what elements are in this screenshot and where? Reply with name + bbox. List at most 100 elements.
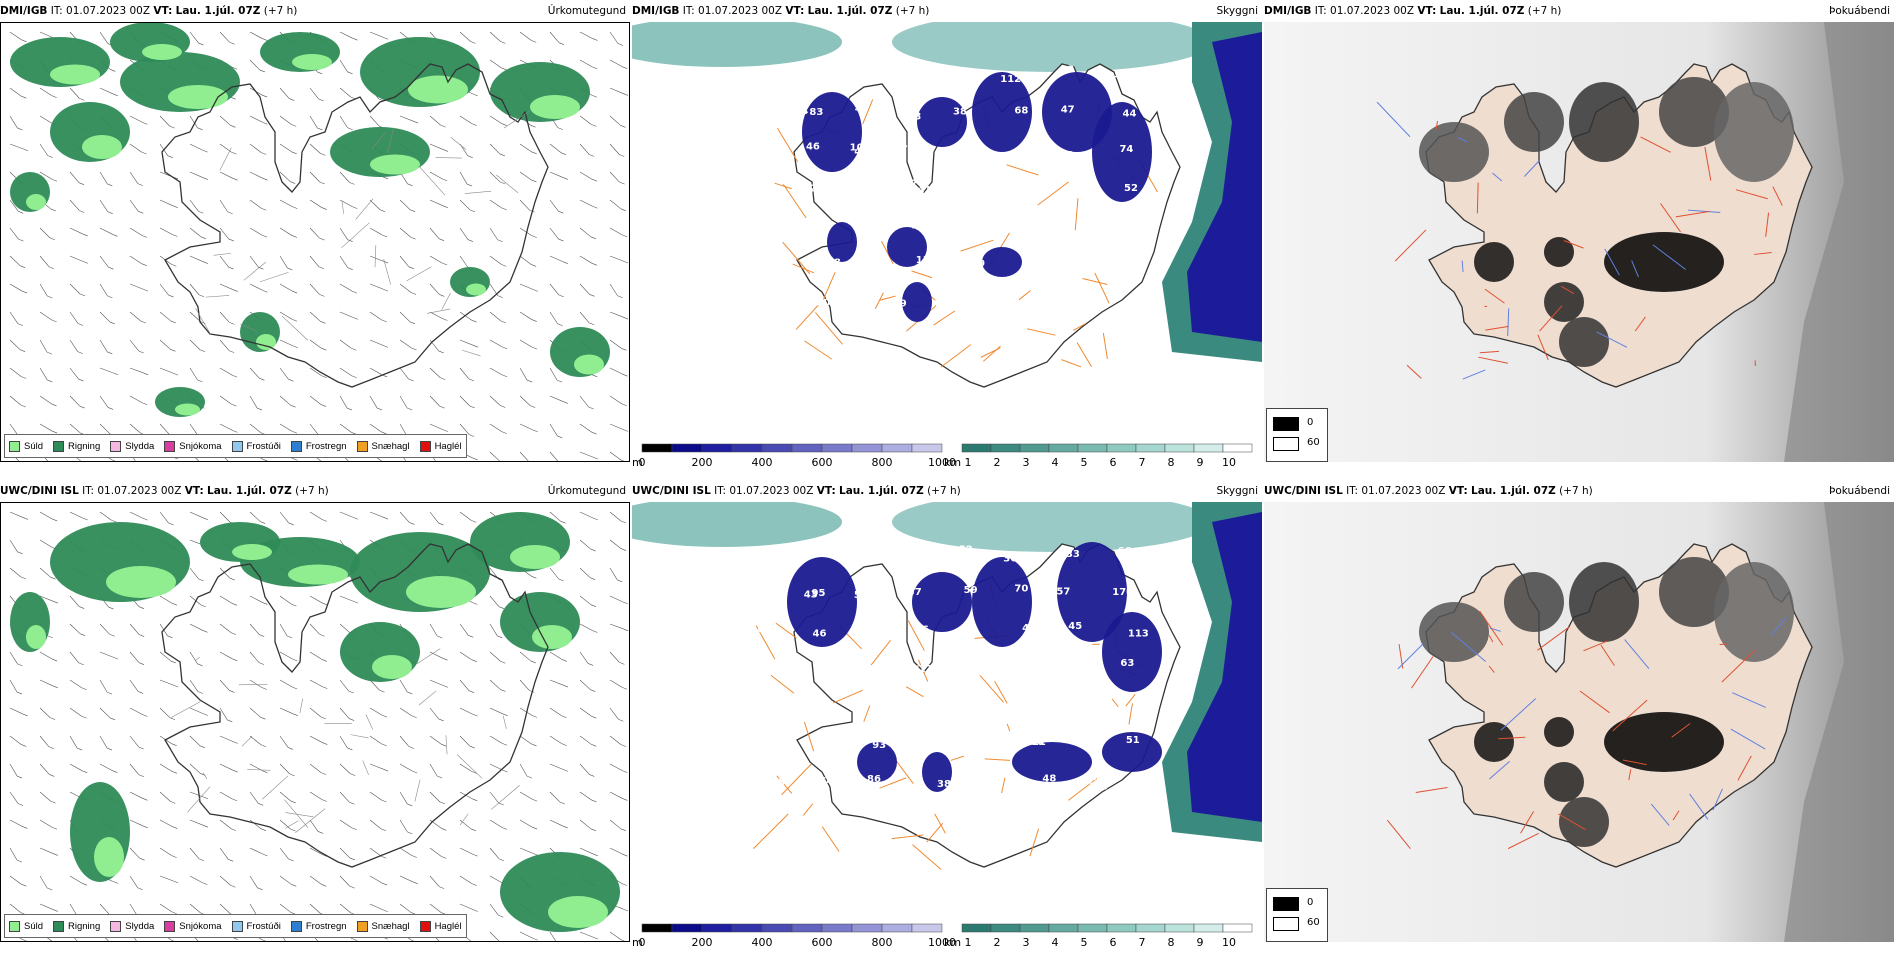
visibility-bar-segment bbox=[1165, 444, 1194, 452]
drizzle-area bbox=[175, 404, 200, 416]
fog-index-area bbox=[1544, 762, 1584, 802]
ceiling-value-label: 61 bbox=[1129, 293, 1143, 304]
visibility-bar-segment bbox=[1107, 924, 1136, 932]
ceiling-value-label: 58 bbox=[1132, 224, 1146, 235]
it-value: 01.07.2023 00Z bbox=[698, 5, 782, 17]
fog-index-area bbox=[1419, 602, 1489, 662]
ceiling-bar-segment bbox=[882, 444, 912, 452]
precip-map[interactable] bbox=[0, 502, 630, 942]
legend-swatch bbox=[420, 921, 431, 932]
visibility-bar-tick: 6 bbox=[1110, 456, 1117, 469]
visibility-bar-tick: 7 bbox=[1139, 456, 1146, 469]
ceiling-value-label: 47 bbox=[757, 625, 771, 636]
ceiling-value-label: 83 bbox=[809, 107, 823, 118]
legend-label: Súld bbox=[24, 441, 43, 452]
visibility-bar-tick: 4 bbox=[1052, 936, 1059, 949]
vt-value: Lau. 1.júl. 07Z bbox=[808, 5, 893, 17]
ceiling-value-label: 33 bbox=[1066, 549, 1080, 560]
it-value: 01.07.2023 00Z bbox=[729, 485, 813, 497]
visibility-bar-segment bbox=[1020, 924, 1049, 932]
ceiling-value-label: 53 bbox=[1080, 219, 1094, 230]
ceiling-bar-segment bbox=[702, 444, 732, 452]
lead-time: (+7 h) bbox=[896, 5, 930, 17]
ceiling-value-label: 73 bbox=[768, 741, 782, 752]
ceiling-value-label: 90 bbox=[1134, 696, 1148, 707]
ceiling-bar-tick: 600 bbox=[812, 936, 833, 949]
fog-map[interactable] bbox=[1264, 22, 1894, 462]
ceiling-value-label: 122 bbox=[1025, 737, 1046, 748]
fog-index-area bbox=[1559, 797, 1609, 847]
precip-legend-item: Haglél bbox=[420, 441, 462, 452]
ceiling-value-label: 100 bbox=[938, 294, 959, 305]
ceiling-value-label: 47 bbox=[757, 183, 771, 194]
drizzle-area bbox=[288, 565, 348, 585]
legend-label: Frostúði bbox=[247, 441, 281, 452]
ceiling-value-label: 97 bbox=[1088, 744, 1102, 755]
vt-label: VT: bbox=[1449, 485, 1468, 497]
drizzle-area bbox=[370, 155, 420, 175]
visibility-bar-segment bbox=[1107, 444, 1136, 452]
ceiling-value-label: 71 bbox=[974, 659, 988, 670]
ceiling-bar-tick: 0 bbox=[639, 936, 646, 949]
precip-legend-item: Snjókoma bbox=[164, 441, 221, 452]
fog-index-area bbox=[1604, 232, 1724, 292]
ceiling-bar-segment bbox=[732, 444, 762, 452]
model-name: UWC/DINI ISL bbox=[0, 485, 79, 497]
ceiling-value-label: 67 bbox=[791, 544, 805, 555]
visibility-bar-tick: 5 bbox=[1081, 936, 1088, 949]
ceiling-value-label: 44 bbox=[1123, 108, 1137, 119]
panel-header: DMI/IGB IT: 01.07.2023 00Z VT: Lau. 1.jú… bbox=[632, 0, 1262, 22]
panel-title: Úrkomutegund bbox=[548, 480, 626, 502]
fog-index-area bbox=[1419, 122, 1489, 182]
ceiling-bar-segment bbox=[912, 444, 942, 452]
visibility-bar-tick: 3 bbox=[1023, 936, 1030, 949]
legend-swatch bbox=[291, 441, 302, 452]
ceiling-value-label: 46 bbox=[763, 141, 777, 152]
ceiling-value-label: 137 bbox=[1089, 782, 1110, 793]
fog-legend-label-60: 60 bbox=[1307, 437, 1320, 448]
drizzle-area bbox=[406, 576, 476, 608]
ceiling-bar-segment bbox=[702, 924, 732, 932]
ceiling-bar-segment bbox=[672, 444, 702, 452]
model-name: DMI/IGB bbox=[0, 5, 47, 17]
ceiling-value-label: 53 bbox=[1079, 660, 1093, 671]
ceiling-value-label: 93 bbox=[869, 181, 883, 192]
it-label: IT: bbox=[1315, 5, 1327, 17]
fog-legend-swatch-60 bbox=[1273, 917, 1299, 931]
precip-map[interactable] bbox=[0, 22, 630, 462]
lead-time: (+7 h) bbox=[1528, 5, 1562, 17]
drizzle-area bbox=[256, 334, 276, 350]
drizzle-area bbox=[510, 545, 560, 569]
ceiling-value-label: 42 bbox=[903, 66, 917, 77]
visibility-bar-tick: 6 bbox=[1110, 936, 1117, 949]
it-label: IT: bbox=[714, 485, 726, 497]
vt-value: Lau. 1.júl. 07Z bbox=[839, 485, 924, 497]
ceiling-bar-segment bbox=[882, 924, 912, 932]
ceiling-value-label: 72 bbox=[1074, 302, 1088, 313]
precip-panel-row1: DMI/IGB IT: 01.07.2023 00Z VT: Lau. 1.jú… bbox=[0, 0, 630, 470]
ceiling-value-label: 93 bbox=[872, 740, 886, 751]
fog-legend: 0 60 bbox=[1266, 408, 1328, 462]
ceiling-value-label: 47 bbox=[1067, 186, 1081, 197]
ceiling-value-label: 88 bbox=[861, 698, 875, 709]
ceiling-value-label: 91 bbox=[911, 220, 925, 231]
ceiling-value-label: 96 bbox=[866, 258, 880, 269]
model-name: DMI/IGB bbox=[632, 5, 679, 17]
ceiling-value-label: 53 bbox=[766, 226, 780, 237]
low-ceiling-area bbox=[1102, 612, 1162, 692]
ceiling-value-label: 65 bbox=[787, 74, 801, 85]
it-value: 01.07.2023 00Z bbox=[97, 485, 181, 497]
model-name: UWC/DINI ISL bbox=[1264, 485, 1343, 497]
ceiling-panel-row1: DMI/IGB IT: 01.07.2023 00Z VT: Lau. 1.jú… bbox=[632, 0, 1262, 470]
ceiling-value-label: 170 bbox=[1112, 587, 1133, 598]
ceiling-value-label: 113 bbox=[1128, 629, 1149, 640]
fog-map[interactable] bbox=[1264, 502, 1894, 942]
ceiling-value-label: 46 bbox=[806, 142, 820, 153]
fog-legend-swatch-0 bbox=[1273, 897, 1299, 911]
ceiling-value-label: 38 bbox=[979, 223, 993, 234]
